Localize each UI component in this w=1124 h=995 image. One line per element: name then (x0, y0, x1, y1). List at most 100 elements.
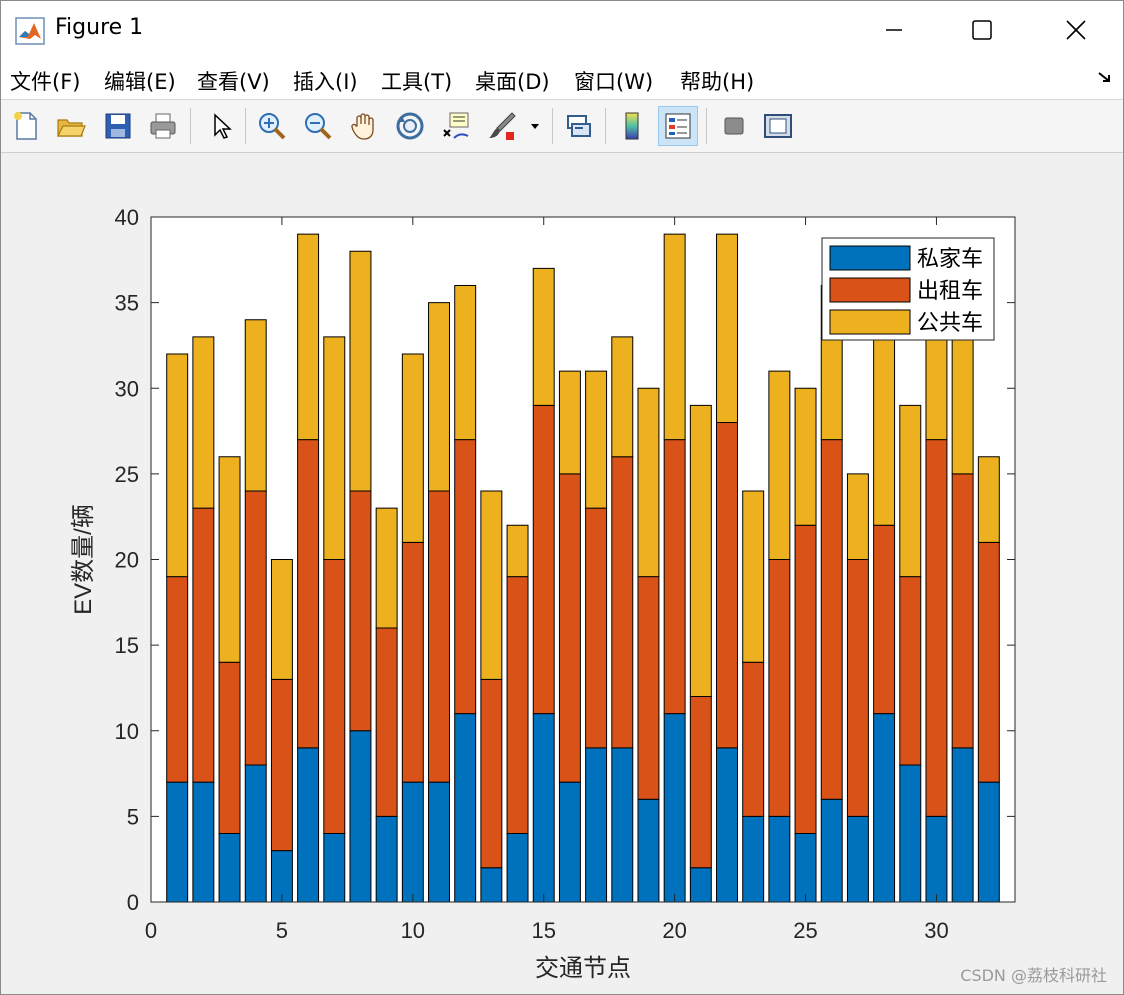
bar-bus-node-32 (977, 456, 1000, 543)
matlab-logo-icon (15, 17, 45, 45)
data-cursor-button[interactable] (436, 106, 476, 146)
bar-private-node-19 (637, 798, 660, 903)
pan-button[interactable] (344, 106, 384, 146)
bar-taxi-node-19 (637, 576, 660, 800)
x-tick-label: 25 (793, 918, 817, 943)
maximize-button[interactable] (959, 9, 1005, 51)
bar-bus-node-27 (846, 473, 869, 561)
y-tick-label: 0 (127, 890, 139, 915)
bar-taxi-node-15 (532, 404, 555, 715)
bar-bus-node-29 (899, 404, 922, 578)
legend-label-taxi: 出租车 (917, 279, 983, 304)
rotate-button[interactable] (390, 106, 430, 146)
bar-bus-node-25 (794, 387, 817, 526)
y-tick-label: 35 (115, 291, 139, 316)
open-button[interactable] (51, 106, 91, 146)
title-bar: Figure 1 (1, 1, 1123, 59)
bar-taxi-node-25 (794, 524, 817, 834)
bar-bus-node-16 (558, 370, 581, 475)
bar-private-node-25 (794, 833, 817, 903)
bar-taxi-node-16 (558, 473, 581, 783)
bar-taxi-node-2 (192, 507, 215, 783)
y-tick-label: 30 (115, 376, 139, 401)
bar-private-node-21 (689, 867, 712, 903)
show-plot-tools-button[interactable] (758, 106, 798, 146)
bar-private-node-4 (244, 764, 267, 903)
bar-private-node-26 (820, 798, 843, 903)
bar-private-node-24 (768, 815, 791, 903)
hide-plot-tools-button[interactable] (713, 106, 753, 146)
legend-swatch-taxi (829, 277, 911, 303)
bar-private-node-13 (480, 867, 503, 903)
bar-bus-node-1 (166, 353, 189, 578)
save-button[interactable] (98, 106, 138, 146)
brush-dropdown-button[interactable] (525, 106, 545, 146)
bar-private-node-30 (925, 815, 948, 903)
show-plot-tools-icon (764, 114, 792, 138)
bar-taxi-node-26 (820, 439, 843, 800)
bar-bus-node-5 (270, 559, 293, 680)
y-tick-label: 5 (127, 804, 139, 829)
brush-button[interactable] (482, 106, 522, 146)
bar-bus-node-19 (637, 387, 660, 578)
y-tick-label: 10 (115, 719, 139, 744)
bar-bus-node-31 (951, 319, 974, 475)
menu-window[interactable]: 窗口(W) (574, 70, 654, 94)
x-tick-label: 0 (145, 918, 157, 943)
legend-button[interactable] (658, 106, 698, 146)
minimize-button[interactable] (871, 9, 917, 51)
watermark: CSDN @荔枝科研社 (960, 966, 1107, 985)
bar-bus-node-22 (716, 233, 738, 424)
bar-taxi-node-29 (899, 576, 922, 766)
new-figure-icon (14, 112, 37, 140)
legend-label-private: 私家车 (917, 247, 983, 272)
bar-taxi-node-9 (375, 627, 398, 817)
x-tick-label: 30 (924, 918, 948, 943)
minimize-icon (886, 29, 902, 31)
legend-label-bus: 公共车 (917, 311, 983, 336)
bar-bus-node-23 (742, 490, 765, 663)
bar-private-node-31 (951, 747, 974, 903)
bar-bus-node-8 (349, 250, 372, 492)
expand-toolbar-icon[interactable] (1097, 69, 1113, 85)
print-button[interactable] (143, 106, 183, 146)
bar-private-node-7 (323, 833, 346, 903)
new-figure-button[interactable] (6, 106, 46, 146)
rotate-3d-icon (396, 112, 424, 140)
close-icon (1066, 20, 1086, 40)
link-plot-button[interactable] (559, 106, 599, 146)
bar-bus-node-17 (585, 370, 608, 509)
colorbar-button[interactable] (612, 106, 652, 146)
x-tick-label: 5 (276, 918, 288, 943)
bar-bus-node-12 (454, 285, 477, 441)
bar-private-node-16 (558, 781, 581, 903)
open-icon (57, 119, 86, 137)
menu-desktop[interactable]: 桌面(D) (475, 70, 550, 94)
colorbar-icon (625, 112, 639, 140)
data-cursor-icon (443, 112, 469, 139)
legend-swatch-bus (829, 309, 911, 335)
zoom-in-button[interactable] (252, 106, 292, 146)
bar-private-node-11 (428, 781, 450, 903)
menu-edit[interactable]: 编辑(E) (104, 70, 176, 94)
chevron-down-icon (531, 124, 539, 129)
bar-private-node-1 (166, 781, 189, 903)
menu-bar: 文件(F) 编辑(E) 查看(V) 插入(I) 工具(T) 桌面(D) 窗口(W… (1, 59, 1123, 100)
bar-bus-node-13 (480, 490, 503, 680)
y-tick-label: 15 (115, 633, 139, 658)
bar-private-node-18 (611, 747, 634, 903)
menu-view[interactable]: 查看(V) (197, 70, 270, 94)
menu-tools[interactable]: 工具(T) (381, 70, 453, 94)
stacked-bar-chart: 0 5 10 15 20 25 30 35 40 0 5 10 15 20 25 30 交通节点 EV数量/辆 私家… (70, 205, 1016, 982)
pointer-button[interactable] (200, 106, 240, 146)
bar-bus-node-9 (375, 507, 398, 629)
bar-taxi-node-5 (270, 678, 293, 852)
zoom-out-button[interactable] (298, 106, 338, 146)
menu-help[interactable]: 帮助(H) (680, 70, 755, 94)
menu-file[interactable]: 文件(F) (10, 70, 81, 94)
close-button[interactable] (1053, 9, 1099, 51)
y-tick-label: 40 (115, 205, 139, 230)
x-axis-label: 交通节点 (535, 954, 631, 982)
toolbar-separator (245, 108, 246, 144)
menu-insert[interactable]: 插入(I) (293, 70, 358, 94)
